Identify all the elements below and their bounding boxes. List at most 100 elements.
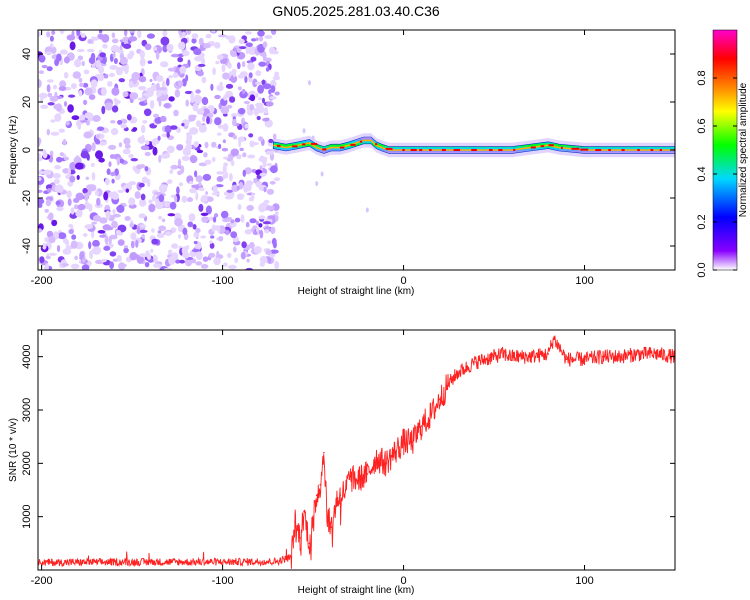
signal-track [273,80,675,213]
noise-blob [170,53,180,58]
noise-blob [97,126,105,131]
noise-blob [49,35,54,42]
noise-blob [151,138,157,147]
noise-blob [160,115,167,123]
noise-blob [263,199,270,204]
noise-blob [246,103,250,112]
noise-blob [209,242,215,249]
signal-peak-dash [419,149,423,151]
noise-blob [241,241,247,249]
noise-blob [152,263,162,268]
noise-blob [256,104,264,112]
noise-blob [198,182,202,187]
signal-peak-dash [441,149,446,151]
noise-blob [119,52,125,60]
noise-blob [74,255,78,261]
noise-blob [226,189,233,193]
noise-blob [237,74,245,79]
noise-blob [262,221,271,225]
x-tick-label: 0 [400,575,406,587]
noise-blob [234,257,239,264]
noise-blob [48,212,54,221]
noise-blob [160,36,170,46]
noise-blob [218,34,227,38]
noise-blob [201,76,207,84]
noise-blob [91,172,96,181]
signal-peak-dash [311,142,318,145]
noise-blob [84,201,90,210]
snr-point [344,489,347,491]
noise-blob [274,261,280,270]
noise-blob [194,94,200,99]
noise-blob [241,61,246,68]
noise-blob [217,132,222,136]
noise-blob [262,97,265,104]
noise-blob [47,92,53,98]
noise-blob [188,181,194,185]
noise-blob [67,198,72,206]
noise-blob [128,81,134,88]
noise-blob [175,259,181,264]
noise-blob [42,169,52,176]
noise-blob [122,91,129,98]
noise-blob [267,240,272,244]
noise-blob [168,255,176,265]
noise-blob [97,73,105,82]
noise-blob [134,191,141,199]
snr-point [221,561,224,563]
noise-blob [85,176,90,180]
signal-peak-dash [637,149,640,151]
noise-blob [180,165,185,174]
noise-blob [176,144,184,151]
noise-blob [177,57,184,63]
spectrogram-xlabel: Height of straight line (km) [298,286,415,297]
noise-blob [38,31,42,37]
noise-blob [38,177,42,181]
noise-blob [249,218,257,224]
noise-blob [45,263,49,270]
noise-blob [59,49,68,55]
noise-blob [62,138,67,146]
noise-blob [123,137,131,145]
noise-blob [264,229,270,234]
noise-blob [124,143,131,149]
noise-blob [100,259,107,263]
noise-blob [201,216,209,223]
noise-blob [273,177,281,182]
noise-blob [161,184,169,188]
noise-blob [158,87,167,91]
noise-blob [111,178,115,184]
noise-blob [190,258,197,264]
y-tick-label: 1000 [21,504,33,528]
noise-blob [302,128,306,134]
noise-blob [188,213,196,222]
noise-blob [232,134,238,140]
snr-point [429,414,432,417]
noise-blob [216,176,224,182]
noise-blob [92,239,100,248]
noise-blob [162,30,168,37]
noise-blob [185,74,189,82]
noise-blob [92,246,102,255]
snr-point [290,556,293,558]
noise-blob [244,123,249,129]
noise-blob [205,191,209,195]
noise-blob [214,94,221,100]
noise-blob [215,60,220,65]
noise-blob [58,86,67,92]
snr-point [553,337,555,339]
noise-blob [166,44,174,52]
noise-blob [163,267,173,270]
noise-blob [274,211,279,216]
y-tick-label: 4000 [21,344,33,368]
noise-blob [101,55,107,65]
noise-blob [100,63,107,67]
noise-blob [54,184,64,193]
noise-blob [67,104,74,113]
noise-blob [63,156,69,161]
noise-blob [95,150,103,160]
noise-blob [108,72,115,78]
snr-point [466,366,468,369]
noise-blob [245,221,250,228]
snr-point [326,515,329,518]
